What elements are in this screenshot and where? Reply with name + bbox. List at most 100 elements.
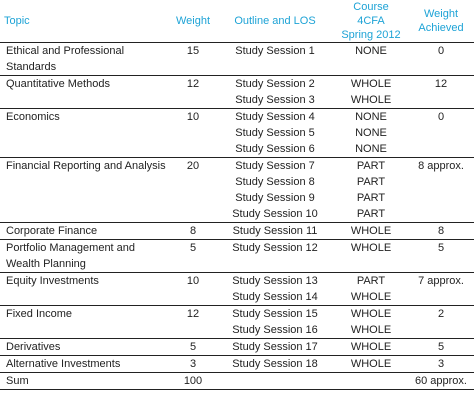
achieved-cell: 3: [437, 358, 445, 370]
course-cell: WHOLE: [350, 308, 392, 320]
table-row: Ethical and Professional Standards 15 Stud…: [0, 42, 474, 76]
table-row: Alternative Investments 3 Study Session 18…: [0, 355, 474, 373]
header-topic-label: Topic: [4, 15, 30, 27]
table-row: Equity Investments 10 Study Session 13 PART…: [0, 272, 474, 290]
header-achieved-line2: Achieved: [418, 22, 464, 34]
header-achieved-line1: Weight: [423, 8, 459, 20]
course-cell: WHOLE: [350, 341, 392, 353]
course-cell: WHOLE: [350, 242, 392, 254]
header-course: Course 4CFA Spring 2012: [334, 0, 408, 43]
outline-cell: Study Session 7: [235, 160, 315, 172]
achieved-cell: 5: [437, 341, 445, 353]
outline-cell: Study Session 14: [232, 291, 318, 303]
table-row: Study Session 10 PART: [0, 206, 474, 223]
weight-cell: 15: [186, 45, 200, 57]
course-cell: WHOLE: [350, 291, 392, 303]
outline-cell: Study Session 9: [235, 192, 315, 204]
weight-cell: 20: [186, 160, 200, 172]
course-cell: WHOLE: [350, 94, 392, 106]
course-cell: PART: [356, 192, 386, 204]
topic-cell: Fixed Income: [6, 308, 73, 320]
achieved-cell: 0: [437, 45, 445, 57]
achieved-cell: 2: [437, 308, 445, 320]
course-cell: WHOLE: [350, 358, 392, 370]
outline-cell: Study Session 15: [232, 308, 318, 320]
outline-cell: Study Session 2: [235, 78, 315, 90]
sum-course-cell: [334, 373, 408, 390]
table-row: Study Session 3 WHOLE: [0, 92, 474, 109]
weight-cell: 5: [189, 341, 197, 353]
outline-cell: Study Session 18: [232, 358, 318, 370]
table-row: Study Session 5 NONE: [0, 125, 474, 141]
header-outline-label: Outline and LOS: [234, 15, 316, 27]
topic-cell: Derivatives: [6, 341, 61, 353]
achieved-cell: 12: [434, 78, 448, 90]
weight-cell: 10: [186, 111, 200, 123]
sum-row: Sum 100 60 approx.: [0, 372, 474, 390]
outline-cell: Study Session 3: [235, 94, 315, 106]
achieved-cell: 8: [437, 225, 445, 237]
table-row: Economics 10 Study Session 4 NONE 0: [0, 108, 474, 126]
table-row: Study Session 16 WHOLE: [0, 322, 474, 339]
course-cell: PART: [356, 160, 386, 172]
table-row: Portfolio Management and Wealth Planning…: [0, 239, 474, 273]
achieved-cell: 7 approx.: [418, 275, 464, 287]
weight-cell: 5: [189, 242, 197, 254]
course-cell: NONE: [355, 143, 387, 155]
header-row: Topic Weight Outline and LOS Course 4CFA…: [0, 0, 474, 43]
header-course-line1: Course 4CFA: [353, 1, 389, 27]
header-outline: Outline and LOS: [216, 0, 334, 43]
topic-cell: Alternative Investments: [6, 358, 121, 370]
course-cell: NONE: [355, 127, 387, 139]
weight-cell: 10: [186, 275, 200, 287]
table-body: Ethical and Professional Standards 15 Stud…: [0, 42, 474, 390]
topic-cell: Ethical and Professional Standards: [6, 45, 125, 73]
weight-cell: 12: [186, 308, 200, 320]
sum-achieved-cell: 60 approx.: [415, 375, 467, 387]
table-row: Study Session 14 WHOLE: [0, 289, 474, 306]
table-row: Study Session 8 PART: [0, 174, 474, 190]
table-row: Study Session 6 NONE: [0, 141, 474, 158]
topic-cell: Corporate Finance: [6, 225, 98, 237]
weight-cell: 8: [189, 225, 197, 237]
table-row: Fixed Income 12 Study Session 15 WHOLE 2: [0, 305, 474, 323]
outline-cell: Study Session 8: [235, 176, 315, 188]
sum-outline-cell: [216, 373, 334, 390]
header-topic: Topic: [0, 0, 170, 43]
course-cell: WHOLE: [350, 78, 392, 90]
topic-cell: Portfolio Management and Wealth Planning: [6, 242, 136, 270]
header-weight: Weight: [170, 0, 216, 43]
header-weight-label: Weight: [175, 15, 211, 27]
weight-cell: 3: [189, 358, 197, 370]
outline-cell: Study Session 4: [235, 111, 315, 123]
outline-cell: Study Session 12: [232, 242, 318, 254]
course-cell: NONE: [355, 45, 387, 57]
course-cell: WHOLE: [350, 324, 392, 336]
topic-cell: Economics: [6, 111, 60, 123]
header-course-line2: Spring 2012: [341, 29, 401, 41]
outline-cell: Study Session 10: [232, 208, 318, 220]
table-row: Quantitative Methods 12 Study Session 2 WHO…: [0, 75, 474, 93]
topic-cell: Equity Investments: [6, 275, 99, 287]
outline-cell: Study Session 17: [232, 341, 318, 353]
sum-label-cell: Sum: [6, 375, 29, 387]
achieved-cell: 5: [437, 242, 445, 254]
outline-cell: Study Session 11: [232, 225, 318, 237]
course-cell: NONE: [355, 111, 387, 123]
table-row: Study Session 9 PART: [0, 190, 474, 206]
outline-cell: Study Session 16: [232, 324, 318, 336]
course-cell: PART: [356, 275, 386, 287]
course-cell: PART: [356, 208, 386, 220]
table-row: Corporate Finance 8 Study Session 11 WHOLE 8: [0, 222, 474, 240]
topic-cell: Financial Reporting and Analysis: [6, 160, 166, 172]
outline-cell: Study Session 6: [235, 143, 315, 155]
course-cell: PART: [356, 176, 386, 188]
sum-weight-cell: 100: [183, 375, 203, 387]
topic-cell: Quantitative Methods: [6, 78, 110, 90]
outline-cell: Study Session 1: [235, 45, 315, 57]
header-achieved: Weight Achieved: [408, 0, 474, 43]
achieved-cell: 8 approx.: [418, 160, 464, 172]
table-row: Derivatives 5 Study Session 17 WHOLE 5: [0, 338, 474, 356]
table-row: Financial Reporting and Analysis 20 Study …: [0, 157, 474, 175]
exam-weights-table: Topic Weight Outline and LOS Course 4CFA…: [0, 0, 474, 390]
